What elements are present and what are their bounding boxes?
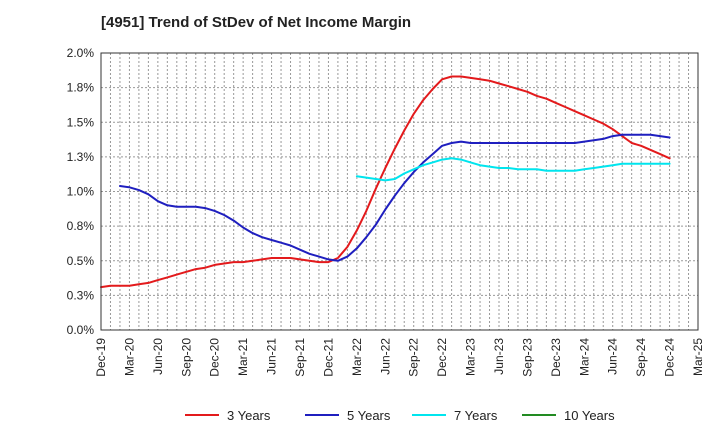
legend-label: 5 Years xyxy=(347,407,391,423)
x-tick-label: Dec-23 xyxy=(549,338,563,377)
y-tick-label: 0.3% xyxy=(67,288,95,302)
x-tick-label: Sep-23 xyxy=(520,338,534,377)
x-tick-label: Dec-19 xyxy=(94,338,108,377)
series-line-7-years xyxy=(355,157,671,182)
x-tick-label: Dec-20 xyxy=(208,338,222,377)
y-tick-label: 0.8% xyxy=(67,219,95,233)
legend-label: 10 Years xyxy=(564,407,615,423)
series-line-5-years xyxy=(119,133,671,262)
legend-item: 5 Years xyxy=(305,405,390,425)
x-tick-label: Jun-20 xyxy=(151,338,165,375)
series-line-3-years xyxy=(100,75,671,289)
x-tick-label: Jun-24 xyxy=(606,338,620,375)
x-tick-label: Mar-25 xyxy=(691,338,705,376)
grid-lines xyxy=(101,53,698,330)
legend-label: 3 Years xyxy=(227,407,271,423)
x-tick-label: Dec-21 xyxy=(321,338,335,377)
legend-item: 3 Years xyxy=(185,405,270,425)
x-tick-label: Sep-21 xyxy=(293,338,307,377)
y-tick-label: 1.5% xyxy=(67,115,95,129)
legend: 3 Years 5 Years 7 Years 10 Years xyxy=(0,405,720,425)
x-tick-label: Jun-22 xyxy=(378,338,392,375)
x-tick-label: Dec-24 xyxy=(663,338,677,377)
y-axis-tick-labels: 0.0% 0.3% 0.5% 0.8% 1.0% 1.3% 1.5% 1.8% 2.0% xyxy=(67,46,95,337)
legend-swatch xyxy=(522,414,556,416)
x-tick-label: Mar-24 xyxy=(577,338,591,376)
x-tick-label: Jun-23 xyxy=(492,338,506,375)
x-tick-label: Sep-22 xyxy=(407,338,421,377)
y-tick-label: 0.5% xyxy=(67,254,95,268)
chart-title: [4951] Trend of StDev of Net Income Marg… xyxy=(101,14,412,31)
x-tick-label: Sep-24 xyxy=(634,338,648,377)
x-tick-label: Mar-20 xyxy=(122,338,136,376)
legend-item: 10 Years xyxy=(522,405,615,425)
legend-swatch xyxy=(185,414,219,416)
y-tick-label: 1.3% xyxy=(67,150,95,164)
x-tick-label: Jun-21 xyxy=(265,338,279,375)
legend-item: 7 Years xyxy=(412,405,497,425)
y-tick-label: 1.8% xyxy=(67,81,95,95)
x-tick-label: Dec-22 xyxy=(435,338,449,377)
x-tick-label: Sep-20 xyxy=(179,338,193,377)
legend-label: 7 Years xyxy=(454,407,498,423)
x-axis-tick-labels: Dec-19 Mar-20 Jun-20 Sep-20 Dec-20 Mar-21 Jun-… xyxy=(94,338,705,377)
x-tick-label: Mar-21 xyxy=(236,338,250,376)
y-tick-label: 1.0% xyxy=(67,185,95,199)
y-tick-label: 2.0% xyxy=(67,46,95,60)
plot-frame xyxy=(100,52,699,331)
legend-swatch xyxy=(305,414,339,416)
y-tick-label: 0.0% xyxy=(67,323,95,337)
legend-swatch xyxy=(412,414,446,416)
x-tick-label: Mar-23 xyxy=(464,338,478,376)
x-tick-label: Mar-22 xyxy=(350,338,364,376)
series-lines xyxy=(100,75,671,289)
